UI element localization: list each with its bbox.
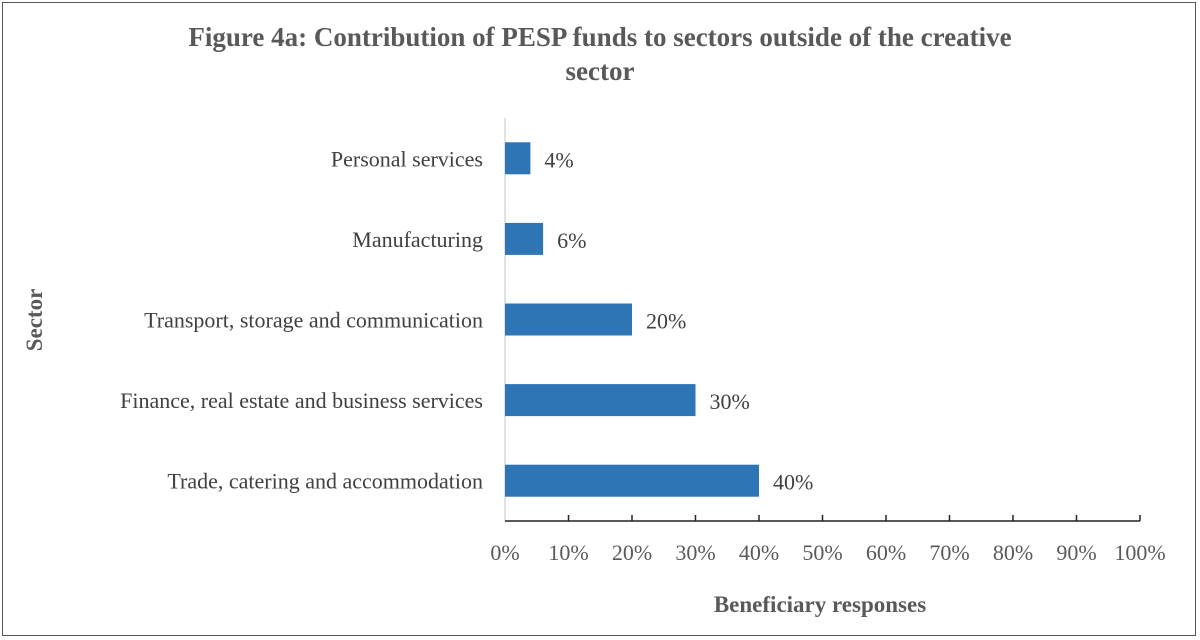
- chart-title-line-2: sector: [566, 56, 635, 86]
- data-label: 6%: [557, 228, 586, 253]
- bar: [505, 464, 759, 497]
- x-tick-label: 70%: [929, 540, 969, 565]
- x-tick-label: 100%: [1114, 540, 1165, 565]
- chart-title-line-1: Figure 4a: Contribution of PESP funds to…: [188, 22, 1011, 52]
- data-label: 4%: [544, 147, 573, 172]
- category-label: Finance, real estate and business servic…: [120, 388, 483, 413]
- y-axis-title: Sector: [22, 289, 47, 352]
- category-label: Trade, catering and accommodation: [167, 469, 483, 494]
- data-label: 40%: [773, 470, 813, 495]
- category-label: Transport, storage and communication: [144, 308, 483, 333]
- category-label: Personal services: [331, 146, 483, 171]
- x-tick-label: 90%: [1056, 540, 1096, 565]
- x-tick-label: 60%: [866, 540, 906, 565]
- x-tick-label: 50%: [802, 540, 842, 565]
- x-tick-label: 20%: [612, 540, 652, 565]
- bar: [505, 142, 531, 175]
- x-axis-title: Beneficiary responses: [714, 592, 926, 617]
- x-tick-label: 0%: [490, 540, 519, 565]
- bar: [505, 222, 544, 255]
- x-tick-label: 40%: [739, 540, 779, 565]
- category-label: Manufacturing: [352, 227, 483, 252]
- data-label: 20%: [646, 309, 686, 334]
- data-label: 30%: [710, 389, 750, 414]
- x-tick-label: 10%: [548, 540, 588, 565]
- bar: [505, 384, 696, 417]
- bar: [505, 303, 632, 336]
- x-tick-label: 30%: [675, 540, 715, 565]
- x-tick-label: 80%: [993, 540, 1033, 565]
